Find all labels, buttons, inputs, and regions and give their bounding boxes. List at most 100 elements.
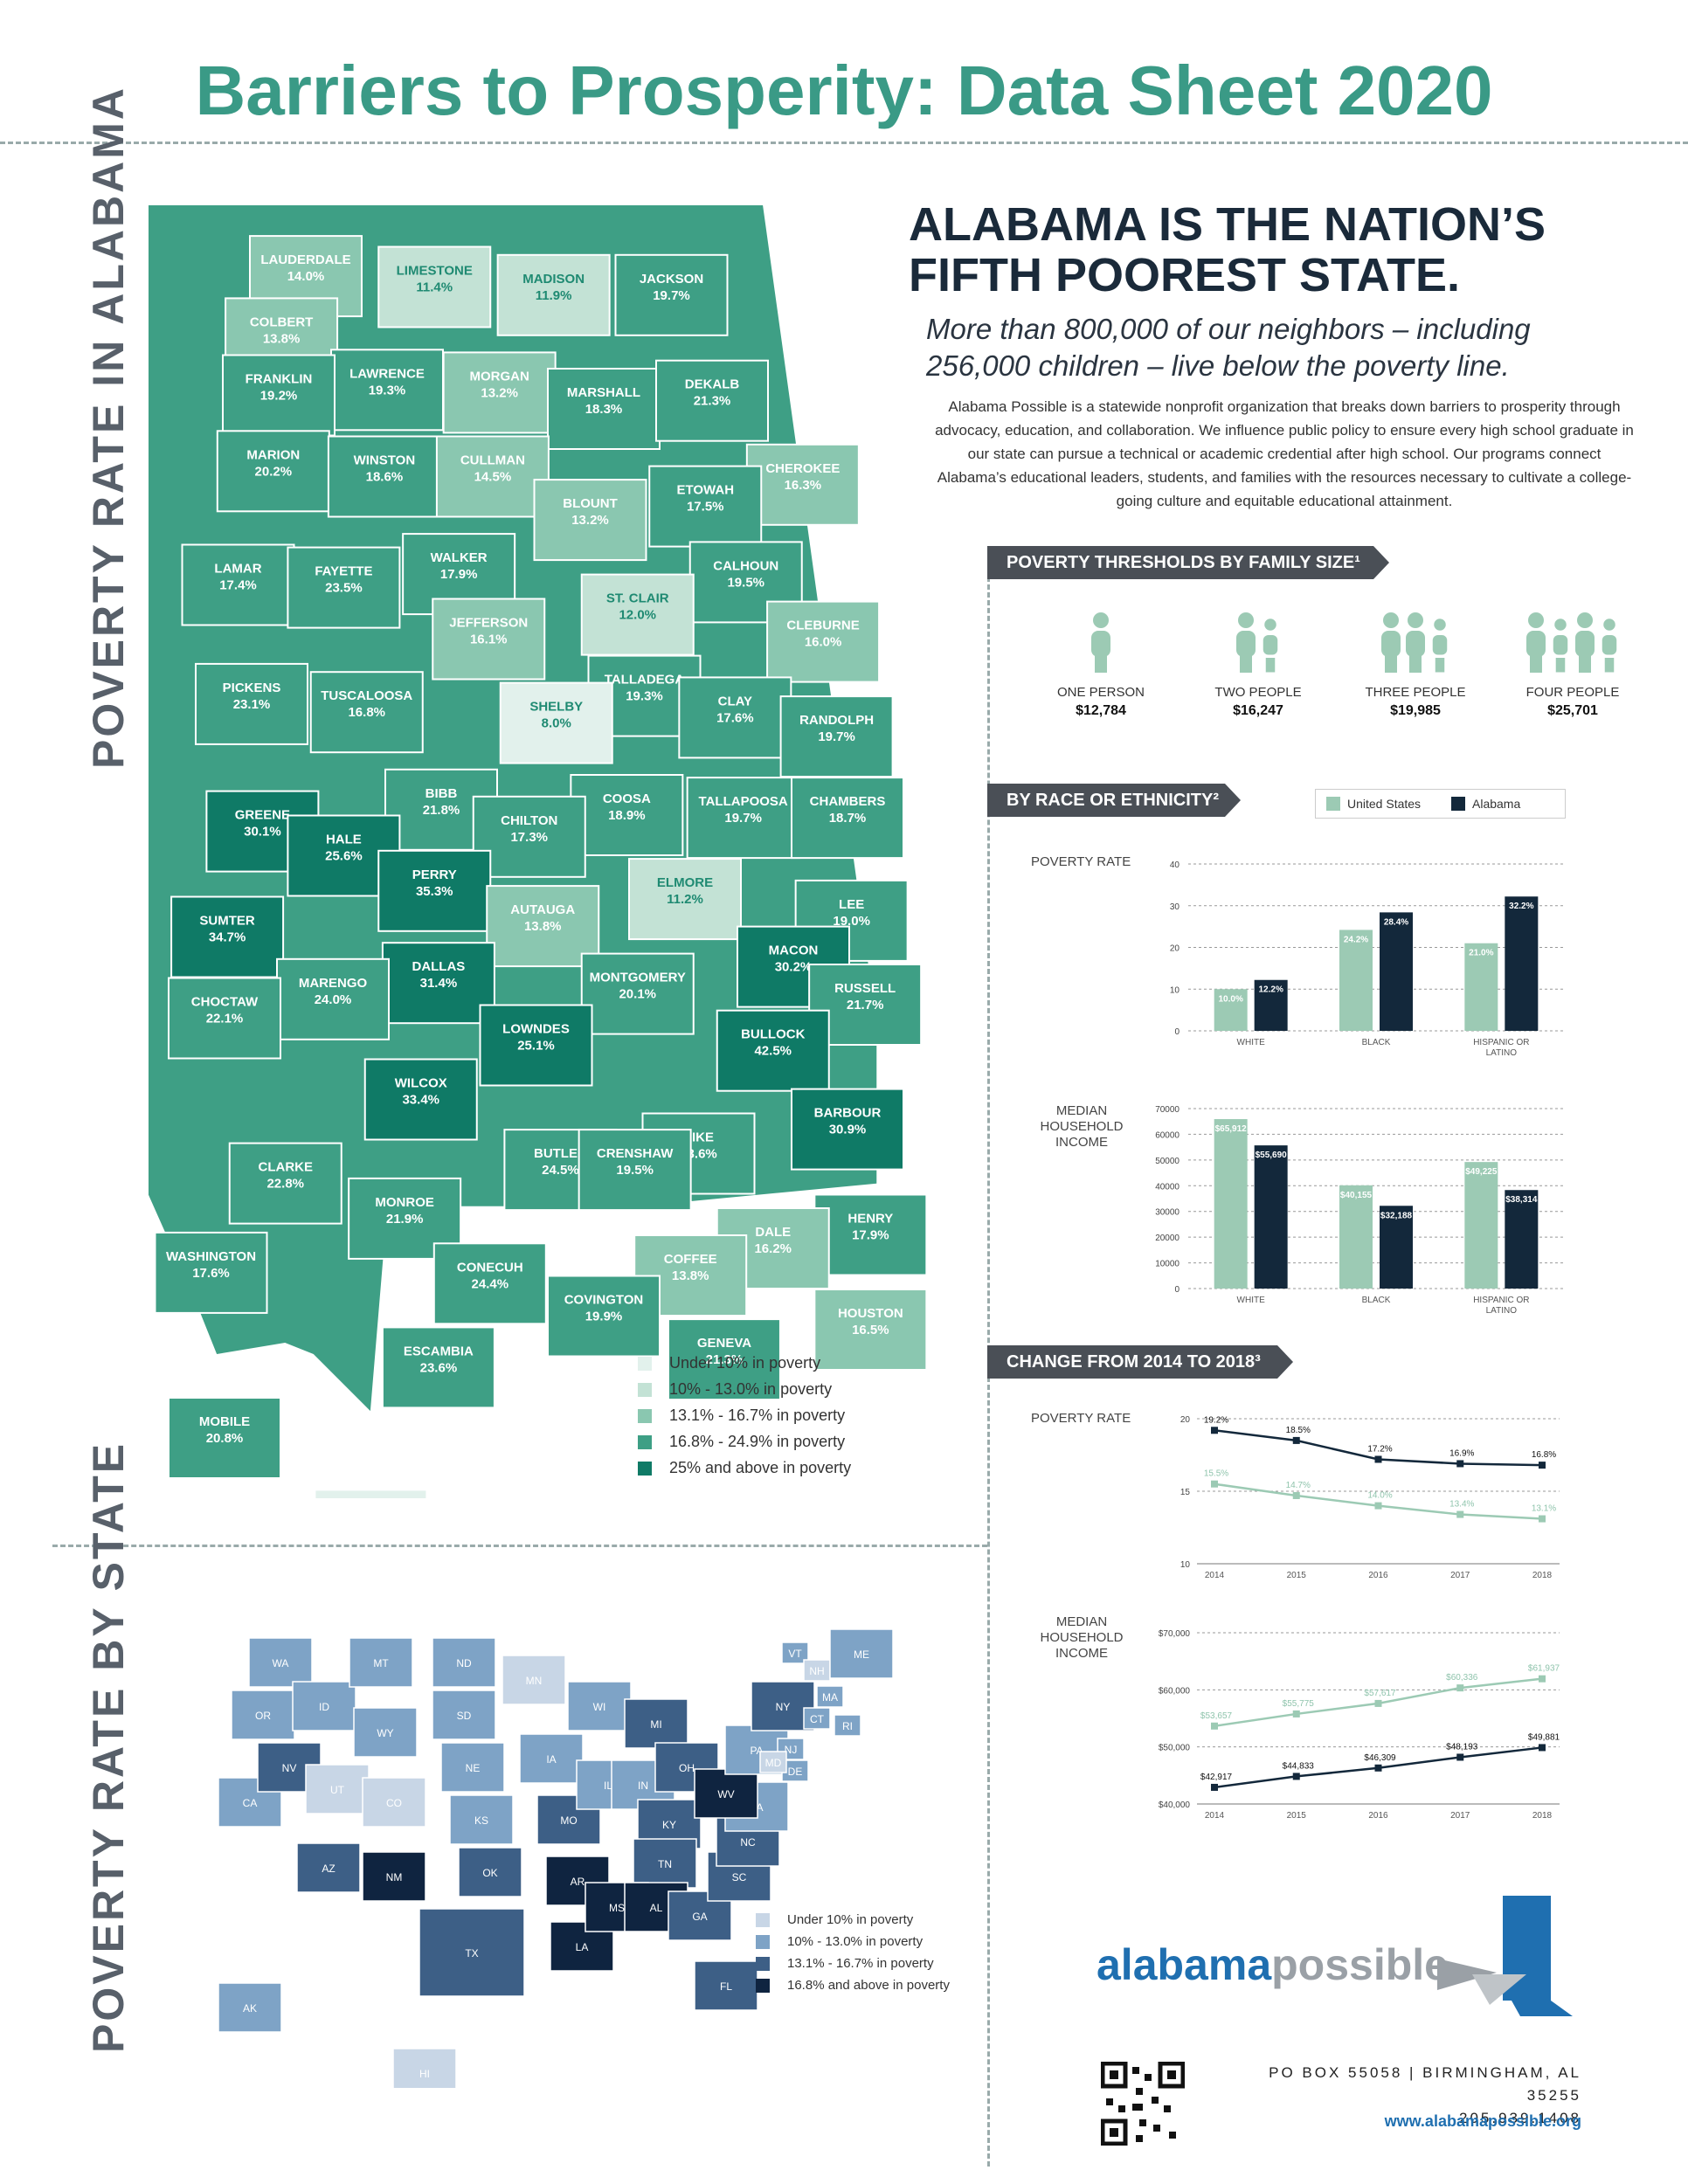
bar-value-label: $55,690 [1256,1151,1288,1160]
county-name-label: MARION [246,447,300,462]
county-rate-label: 19.7% [724,811,762,826]
county-rate-label: 42.5% [754,1044,792,1059]
data-value-label: $57,617 [1364,1689,1396,1698]
state-abbr-label: ND [456,1657,472,1669]
state-abbr-label: NM [386,1871,403,1883]
county-name-label: BARBOUR [814,1106,882,1121]
county-coosa: COOSA 18.9% [570,774,684,856]
county-name-label: BIBB [425,786,458,801]
county-name-label: LOWNDES [502,1022,570,1037]
data-value-label: $44,833 [1283,1761,1315,1771]
state-abbr-label: MN [526,1675,543,1687]
county-name-label: TALLAPOOSA [699,794,788,809]
county-name-label: MORGAN [469,369,529,384]
subhead: More than 800,000 of our neighbors – inc… [926,313,1531,382]
state-mi: MI [624,1698,688,1749]
county-rate-label: 18.7% [829,811,867,826]
county-rate-label: 24.0% [315,992,352,1007]
change-income-label-2: HOUSEHOLD INCOME [1040,1630,1124,1661]
data-value-label: 19.2% [1204,1415,1228,1425]
legend-label: 13.1% - 16.7% in poverty [787,1956,934,1971]
change-income-chart: $40,000 $50,000 $60,000 $70,000 2014 2015 2016… [1159,1629,1560,1821]
change-poverty-chart: 10 15 20 2014 2015 2016 2017 2018 19.2% 18.5% 17.2… [1180,1415,1560,1580]
qr-code-icon[interactable] [1101,2062,1185,2146]
legend-swatch-us [1326,797,1340,811]
bar-value-label: $38,314 [1505,1195,1538,1205]
county-name-label: CHEROKEE [765,461,840,476]
y-tick-label: 10 [1170,985,1180,995]
bar-alabama-white [1254,1145,1288,1289]
y-tick-label: 10000 [1155,1260,1180,1269]
state-wa: WA [248,1637,313,1688]
state-hi: HI [392,2048,457,2088]
county-rate-label: 19.9% [585,1310,623,1324]
y-tick-label: $40,000 [1159,1800,1191,1810]
x-category-label: BLACK [1362,1296,1391,1305]
state-abbr-label: WI [593,1701,606,1713]
state-abbr-label: KY [662,1819,676,1831]
county-name-label: CLEBURNE [786,619,859,633]
alabama-map-label: POVERTY RATE IN ALABAMA [84,86,133,769]
county-rate-label: 24.4% [472,1276,509,1291]
state-ri: RI [834,1714,861,1737]
data-value-label: $60,336 [1446,1673,1478,1683]
state-abbr-label: AR [571,1876,585,1888]
county-rate-label: 19.3% [369,383,406,397]
county-etowah: ETOWAH 17.5% [648,465,763,548]
county-rate-label: 13.8% [672,1268,709,1283]
county-name-label: RUSSELL [834,981,896,996]
county-washington: WASHINGTON 17.6% [154,1231,268,1314]
county-rate-label: 13.2% [571,513,609,528]
county-rate-label: 13.8% [263,331,301,346]
data-value-label: 15.5% [1204,1469,1228,1479]
y-tick-label: 0 [1174,1027,1180,1037]
x-tick-label: 2018 [1532,1811,1553,1821]
state-mt: MT [349,1637,413,1688]
county-name-label: COFFEE [664,1252,717,1267]
legend-swatch [756,1957,770,1972]
x-category-label: WHITE [1237,1038,1266,1047]
county-rate-label: 30.1% [244,825,281,840]
race-poverty-chart: 0 10 20 30 40 10.0% 12.2% WHITE 24.2% 28.4% BLACK 2… [1170,860,1564,1058]
county-name-label: AUTAUGA [510,902,575,917]
legend-label: 13.1% - 16.7% in poverty [669,1406,846,1424]
state-abbr-label: AZ [322,1863,335,1875]
state-az: AZ [296,1842,361,1893]
county-name-label: PERRY [412,867,457,882]
state-abbr-label: KS [474,1814,488,1827]
county-rate-label: 11.9% [536,288,572,303]
county-rate-label: 21.3% [694,394,731,409]
county-mobile: MOBILE 20.8% [168,1397,281,1479]
county-rate-label: 16.0% [805,635,842,650]
county-rate-label: 30.2% [775,960,813,975]
county-clarke: CLARKE 22.8% [228,1142,342,1225]
change-poverty-label: POVERTY RATE [1031,1411,1131,1426]
state-wy: WY [353,1707,418,1758]
data-point-alabama [1211,1783,1218,1791]
state-abbr-label: TN [658,1858,672,1870]
state-ak: AK [218,1982,282,2033]
state-nd: ND [432,1637,496,1688]
state-legend: Under 10% in poverty 10% - 13.0% in pover… [756,1909,950,1996]
county-rate-label: 35.3% [416,884,453,899]
data-value-label: $49,881 [1528,1732,1560,1742]
data-point-alabama [1539,1462,1546,1469]
county-legend-item: 25% and above in poverty [638,1455,851,1481]
county-rate-label: 21.9% [386,1212,424,1227]
state-abbr-label: FL [720,1980,732,1993]
y-tick-label: 70000 [1155,1105,1180,1115]
x-tick-label: 2014 [1205,1811,1225,1821]
headline-line-2: FIFTH POOREST STATE. [909,249,1460,301]
county-rate-label: 23.6% [420,1360,458,1375]
website-link[interactable]: www.alabamapossible.org [1384,2112,1581,2130]
county-chambers: CHAMBERS 18.7% [791,777,904,860]
county-name-label: GENEVA [697,1336,751,1351]
data-value-label: 16.9% [1449,1448,1474,1458]
family-size-item: TWO PEOPLE $16,247 [1180,603,1337,719]
state-ia: IA [519,1733,584,1784]
